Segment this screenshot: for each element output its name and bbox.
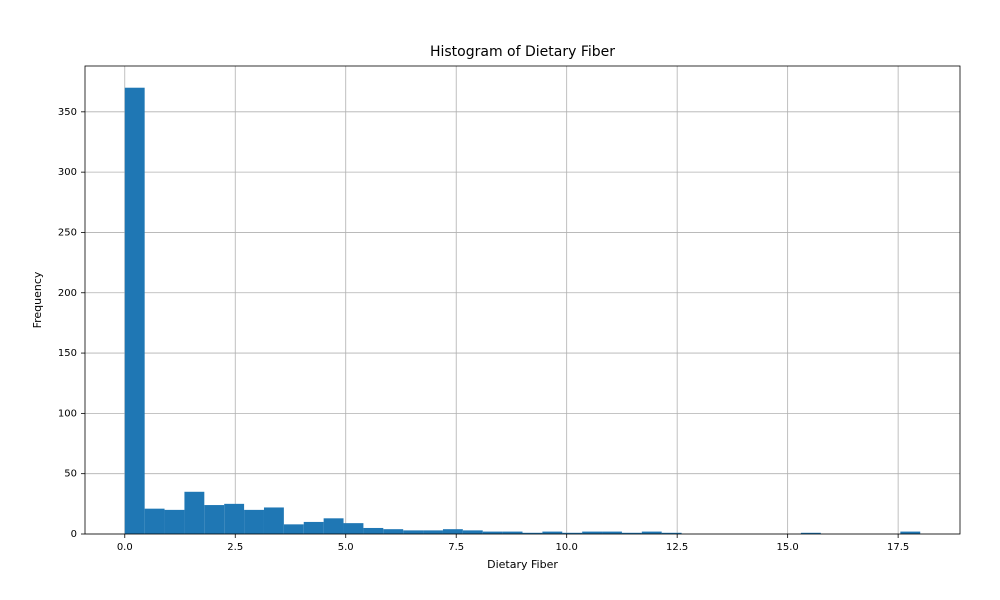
y-tick-label: 150 <box>58 348 77 359</box>
histogram-bar <box>423 530 443 534</box>
x-tick-label: 5.0 <box>338 542 354 553</box>
y-tick-label: 300 <box>58 167 77 178</box>
y-tick-label: 200 <box>58 288 77 299</box>
histogram-bar <box>284 524 304 534</box>
y-tick-label: 50 <box>64 469 77 480</box>
histogram-bar <box>224 504 244 534</box>
histogram-bar <box>403 530 423 534</box>
histogram-bar <box>463 530 483 534</box>
histogram-bar <box>244 510 264 534</box>
x-tick-label: 12.5 <box>666 542 688 553</box>
figure: 0.0 2.5 5.0 7.5 10.0 12.5 15.0 17.5 0 50 100 150 200… <box>0 0 1000 600</box>
histogram-bar <box>184 492 204 534</box>
y-tick-label: 350 <box>58 107 77 118</box>
histogram-bar <box>443 529 463 534</box>
histogram-bar <box>363 528 383 534</box>
histogram-bar <box>145 509 165 534</box>
x-tick-label: 10.0 <box>556 542 578 553</box>
histogram-bar <box>383 529 403 534</box>
y-axis-label: Frequency <box>31 271 44 328</box>
histogram-bar <box>125 88 145 534</box>
y-tick-label: 100 <box>58 408 77 419</box>
histogram-svg: 0.0 2.5 5.0 7.5 10.0 12.5 15.0 17.5 0 50 100 150 200… <box>0 0 1000 600</box>
histogram-bar <box>304 522 324 534</box>
chart-title: Histogram of Dietary Fiber <box>430 44 615 60</box>
y-tick-label: 250 <box>58 227 77 238</box>
x-tick-label: 2.5 <box>227 542 243 553</box>
histogram-bar <box>165 510 185 534</box>
x-tick-label: 17.5 <box>887 542 909 553</box>
y-tick-label: 0 <box>71 529 77 540</box>
histogram-bar <box>264 507 284 534</box>
x-tick-label: 0.0 <box>117 542 133 553</box>
histogram-bar <box>344 523 364 534</box>
histogram-bar <box>324 518 344 534</box>
x-axis-label: Dietary Fiber <box>487 558 558 571</box>
x-tick-label: 7.5 <box>448 542 464 553</box>
histogram-bar <box>204 505 224 534</box>
axes-background <box>85 66 960 534</box>
x-tick-label: 15.0 <box>777 542 799 553</box>
